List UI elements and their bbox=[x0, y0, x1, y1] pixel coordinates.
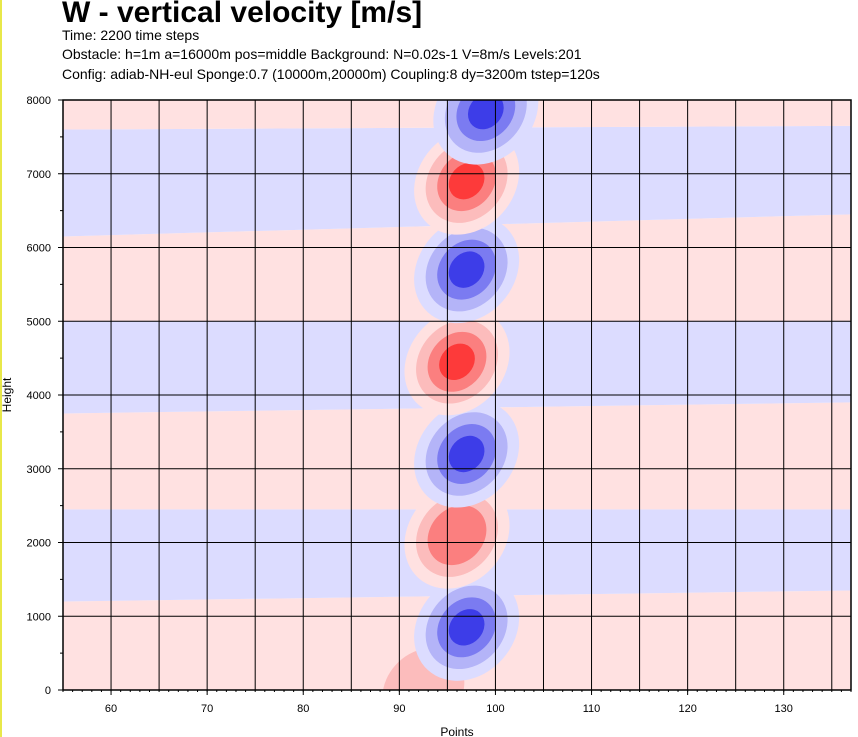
y-tick-label: 8000 bbox=[27, 95, 51, 107]
obstacle-line: Obstacle: h=1m a=16000m pos=middle Backg… bbox=[62, 46, 582, 62]
cell-8-level-3 bbox=[467, 100, 504, 130]
y-tick-label: 3000 bbox=[27, 464, 51, 476]
chart-title: W - vertical velocity [m/s] bbox=[62, 0, 423, 29]
x-tick-label: 80 bbox=[297, 703, 309, 715]
cell-5-level-3 bbox=[439, 343, 475, 381]
cell-2-level-3 bbox=[448, 609, 485, 646]
window-edge bbox=[0, 0, 2, 737]
velocity-cell-3 bbox=[404, 481, 510, 589]
velocity-cell-5 bbox=[404, 308, 510, 416]
x-axis-label: Points bbox=[440, 725, 473, 737]
axis-ticks: 60 70 80 90 100 110 120 130 0 1000 2000 3000 4000 500… bbox=[27, 95, 852, 715]
x-tick-label: 90 bbox=[393, 703, 405, 715]
x-tick-label: 110 bbox=[583, 703, 601, 715]
y-tick-label: 4000 bbox=[27, 390, 51, 402]
x-tick-label: 120 bbox=[678, 703, 696, 715]
time-line: Time: 2200 time steps bbox=[62, 27, 200, 43]
x-tick-label: 130 bbox=[775, 703, 793, 715]
y-tick-label: 6000 bbox=[27, 243, 51, 255]
y-tick-label: 5000 bbox=[27, 316, 51, 328]
cell-7-level-3 bbox=[448, 162, 485, 200]
cell-6-level-3 bbox=[448, 251, 485, 288]
y-tick-label: 1000 bbox=[27, 611, 51, 623]
velocity-cell-8 bbox=[433, 100, 539, 165]
x-tick-label: 70 bbox=[201, 703, 213, 715]
y-tick-label: 2000 bbox=[27, 538, 51, 550]
y-tick-label: 7000 bbox=[27, 169, 51, 181]
y-tick-label: 0 bbox=[45, 685, 51, 697]
cell-4-level-3 bbox=[448, 435, 485, 473]
velocity-cell-2 bbox=[414, 573, 520, 681]
velocity-cell-6 bbox=[414, 216, 520, 324]
plot-area bbox=[63, 100, 851, 690]
cell-3-level-2 bbox=[427, 505, 487, 566]
x-tick-label: 100 bbox=[486, 703, 504, 715]
config-line: Config: adiab-NH-eul Sponge:0.7 (10000m,… bbox=[62, 66, 600, 82]
x-tick-label: 60 bbox=[105, 703, 117, 715]
y-axis-label: Height bbox=[0, 377, 14, 412]
